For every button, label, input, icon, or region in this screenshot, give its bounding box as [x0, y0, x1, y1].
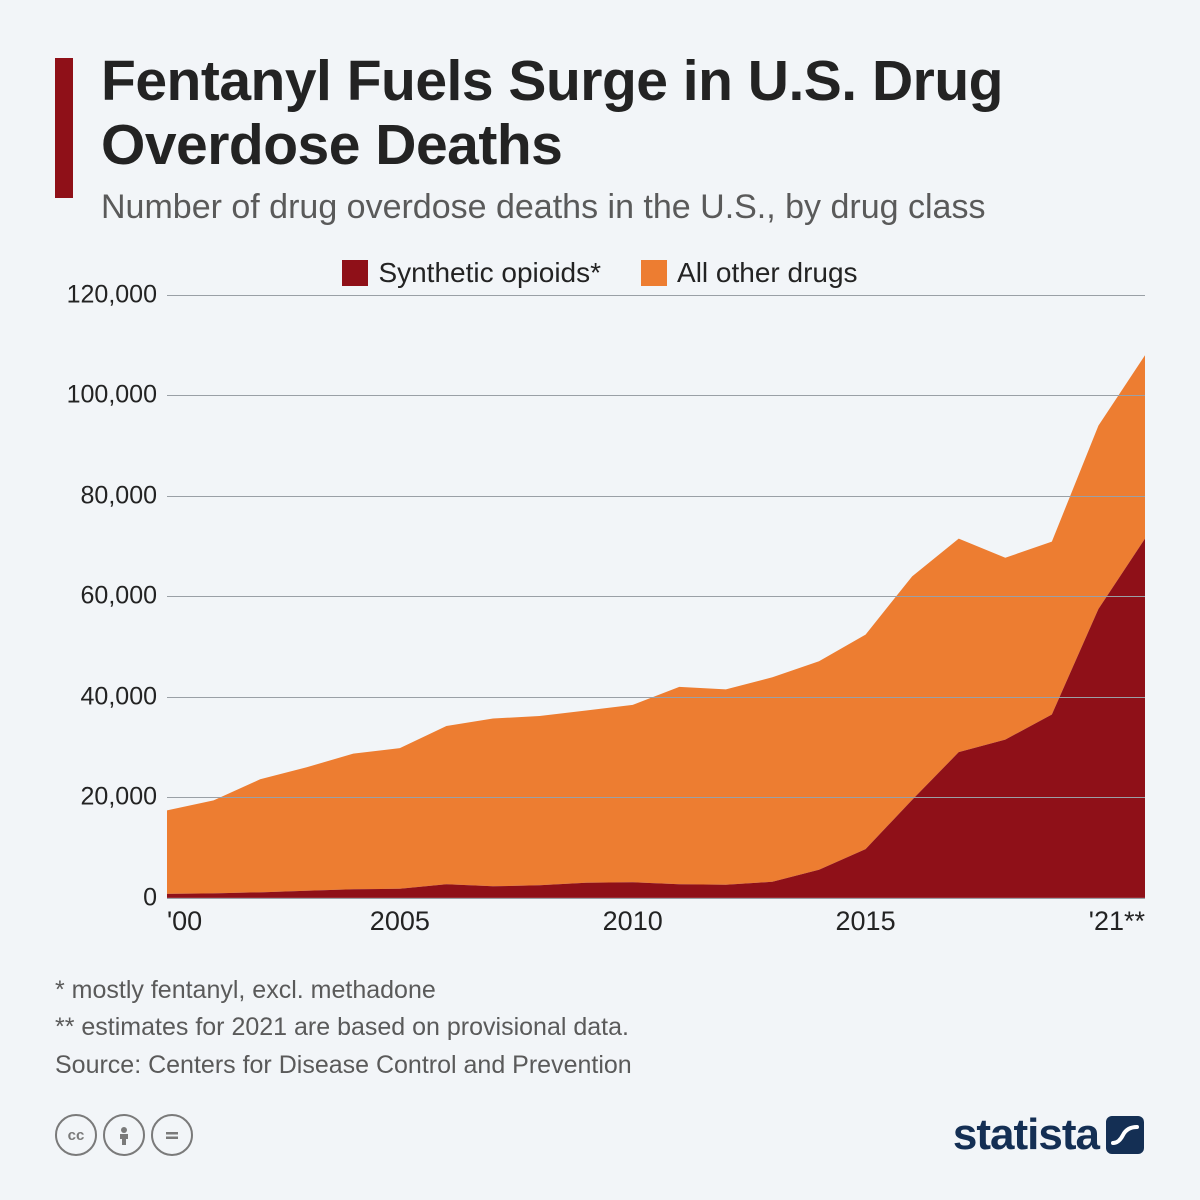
x-tick-label: '21**	[1089, 906, 1145, 937]
grid-line	[167, 596, 1145, 597]
x-axis: '00 2005 2010 2015 '21**	[167, 898, 1145, 948]
brand-name: statista	[953, 1110, 1099, 1160]
y-tick-label: 60,000	[81, 582, 157, 611]
chart: 020,00040,00060,00080,000100,000120,000 …	[55, 295, 1145, 948]
legend-swatch-other	[641, 260, 667, 286]
y-tick-label: 40,000	[81, 682, 157, 711]
title-block: Fentanyl Fuels Surge in U.S. Drug Overdo…	[101, 50, 1145, 227]
y-tick-label: 20,000	[81, 783, 157, 812]
y-tick-label: 120,000	[67, 280, 157, 309]
grid-line	[167, 295, 1145, 296]
cc-icon: cc	[55, 1114, 97, 1156]
nd-icon	[151, 1114, 193, 1156]
x-tick-label: 2010	[603, 906, 663, 937]
legend-label: Synthetic opioids*	[378, 257, 601, 289]
license-icons: cc	[55, 1114, 193, 1156]
chart-subtitle: Number of drug overdose deaths in the U.…	[101, 188, 1145, 227]
grid-line	[167, 697, 1145, 698]
legend-swatch-synthetic	[342, 260, 368, 286]
footnote-1: * mostly fentanyl, excl. methadone	[55, 972, 1145, 1010]
svg-text:cc: cc	[68, 1127, 85, 1144]
brand-mark-icon	[1105, 1115, 1145, 1155]
grid-line	[167, 395, 1145, 396]
accent-bar	[55, 58, 73, 198]
x-tick-label: '00	[167, 906, 202, 937]
y-tick-label: 0	[143, 883, 157, 912]
legend: Synthetic opioids* All other drugs	[55, 257, 1145, 289]
chart-title: Fentanyl Fuels Surge in U.S. Drug Overdo…	[101, 50, 1145, 178]
legend-item-other: All other drugs	[641, 257, 858, 289]
footnote-2: ** estimates for 2021 are based on provi…	[55, 1009, 1145, 1047]
footnotes: * mostly fentanyl, excl. methadone ** es…	[55, 972, 1145, 1085]
by-icon	[103, 1114, 145, 1156]
brand-logo: statista	[953, 1110, 1145, 1160]
grid-line	[167, 797, 1145, 798]
x-tick-label: 2015	[836, 906, 896, 937]
y-tick-label: 80,000	[81, 481, 157, 510]
grid-line	[167, 496, 1145, 497]
header: Fentanyl Fuels Surge in U.S. Drug Overdo…	[55, 50, 1145, 227]
footer: cc statista	[55, 1110, 1145, 1160]
y-tick-label: 100,000	[67, 381, 157, 410]
y-axis: 020,00040,00060,00080,000100,000120,000	[55, 295, 165, 898]
x-tick-label: 2005	[370, 906, 430, 937]
plot-area	[167, 295, 1145, 898]
footnote-source: Source: Centers for Disease Control and …	[55, 1047, 1145, 1085]
legend-item-synthetic: Synthetic opioids*	[342, 257, 601, 289]
legend-label: All other drugs	[677, 257, 858, 289]
